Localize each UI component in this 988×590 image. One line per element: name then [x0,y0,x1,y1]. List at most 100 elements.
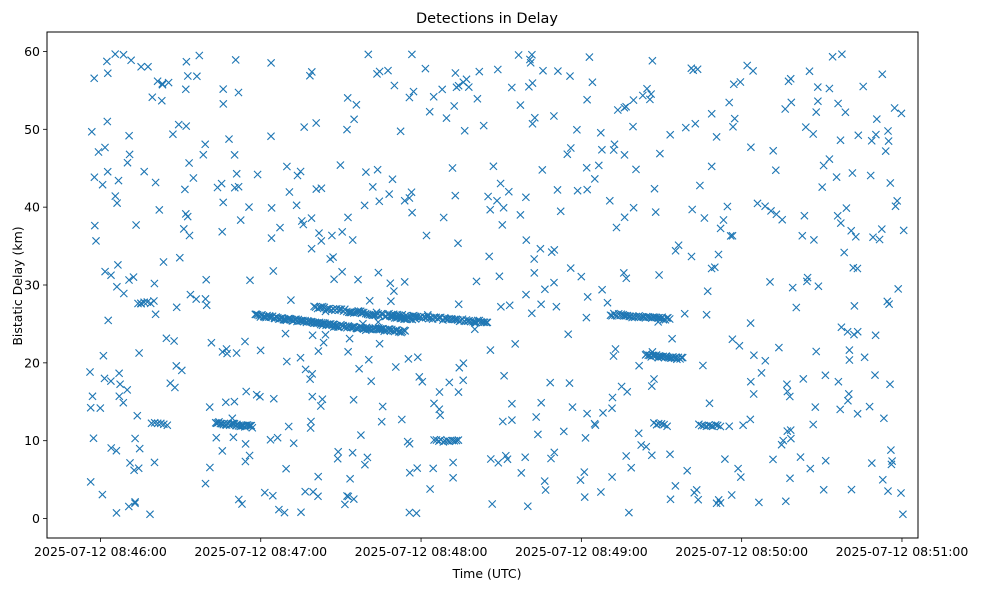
detection-point [245,451,254,460]
detection-point [716,422,725,431]
detection-point [396,127,405,136]
detection-point [629,203,638,212]
detection-point [344,213,352,222]
detection-point [413,353,422,362]
detection-point [677,353,686,362]
detection-point [96,404,105,413]
detection-point [174,120,183,129]
detection-point [746,319,755,328]
detection-point [164,78,173,87]
detection-point [494,458,503,467]
detection-point [228,414,237,423]
detection-point [638,91,647,100]
detection-point [783,387,792,396]
detection-point [583,185,592,194]
chart-title: Detections in Delay [416,11,558,27]
detection-point [533,430,542,439]
detection-point [735,341,744,350]
detection-point [112,282,121,291]
detection-point [448,164,457,172]
detection-point [818,183,827,192]
detection-point [400,196,409,205]
detection-point [349,495,358,504]
detection-point [372,308,381,317]
detection-point [642,442,651,451]
detection-point [493,196,501,205]
detection-point [230,150,239,159]
detection-point [412,509,421,518]
detection-point [106,377,115,386]
detection-point [825,155,834,164]
detection-point [192,72,201,81]
detection-point [151,178,160,187]
detection-point [452,83,461,92]
detection-point [88,392,97,401]
detection-point [318,395,327,404]
detection-point [666,495,675,504]
detection-point [479,121,488,130]
detection-point [450,102,459,110]
detection-point [394,327,403,336]
detection-point [881,147,890,156]
detection-point [851,232,860,241]
detection-point [306,375,315,384]
detection-point [719,216,728,224]
detection-point [429,464,438,473]
detection-point [707,162,716,171]
detection-point [809,235,818,244]
detection-point [671,246,680,255]
detection-point [754,498,763,507]
detection-point [134,464,143,473]
detection-point [186,290,195,299]
detection-point [550,448,559,457]
detection-point [355,364,364,373]
detection-point [541,486,550,494]
detection-point [629,122,637,131]
detection-point [429,92,438,101]
detection-point [395,311,404,320]
detection-point [647,90,656,99]
detection-point [527,309,536,318]
detection-point [611,345,620,353]
detection-point [343,492,351,500]
detection-point [496,302,505,311]
detection-point [637,441,646,449]
detection-point [792,303,801,312]
detection-point [469,317,477,326]
detection-point [421,64,430,73]
detection-point [655,271,664,279]
detection-point [415,372,424,381]
detection-point [317,318,326,327]
detection-point [865,402,874,411]
detection-point [282,162,291,171]
detection-point [135,444,144,453]
detection-point [360,201,369,210]
detection-point [102,57,111,66]
detection-point [805,67,814,76]
detection-point [180,185,189,194]
detection-point [183,72,192,80]
detection-point [836,219,845,228]
detection-point [486,455,495,463]
detection-point [166,379,175,388]
detection-point [687,252,696,261]
detection-point [107,444,116,452]
detection-point [374,268,383,277]
detection-point [207,338,216,347]
detection-point [454,239,462,248]
detection-point [218,446,227,455]
detection-point [131,434,140,443]
detection-point [800,211,809,220]
detection-point [726,231,735,240]
detection-point [390,81,399,90]
detection-point [887,460,896,469]
detection-point [801,123,810,132]
detection-point [385,190,394,199]
detection-point [114,176,123,185]
detection-point [483,318,492,327]
detection-point [511,339,520,348]
detection-point [836,136,845,145]
y-tick-label: 60 [24,44,40,59]
detection-point [89,434,98,443]
detection-point [119,398,128,407]
